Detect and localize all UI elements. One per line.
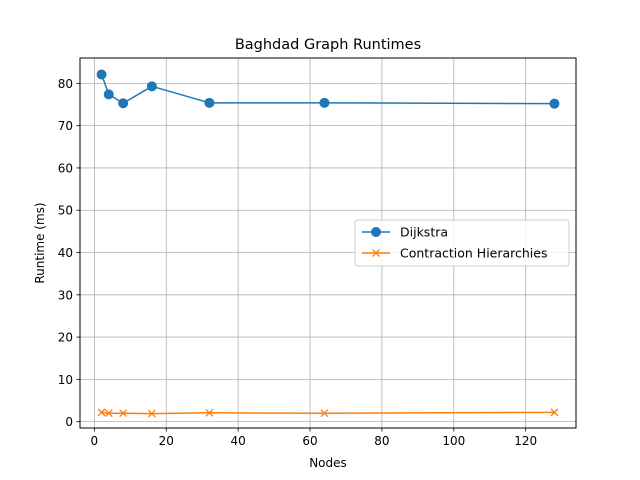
grid-lines bbox=[80, 58, 576, 428]
data-point-dijkstra bbox=[204, 97, 215, 108]
y-tick-label: 60 bbox=[58, 161, 73, 175]
legend-dijkstra-marker bbox=[371, 227, 381, 237]
plot-area-frame bbox=[79, 57, 577, 429]
legend-ch-label: Contraction Hierarchies bbox=[400, 246, 548, 261]
x-tick-label: 80 bbox=[374, 434, 389, 448]
y-tick-label: 30 bbox=[58, 288, 73, 302]
series-layer bbox=[96, 69, 560, 418]
data-point-dijkstra bbox=[319, 97, 330, 108]
y-tick-label: 0 bbox=[65, 415, 73, 429]
data-point-dijkstra bbox=[96, 69, 107, 80]
y-axis-label: Runtime (ms) bbox=[33, 202, 47, 283]
x-tick-label: 40 bbox=[231, 434, 246, 448]
data-point-ch bbox=[205, 408, 214, 417]
data-point-ch bbox=[147, 409, 156, 418]
legend-x-marker bbox=[372, 249, 380, 257]
x-tick-label: 20 bbox=[159, 434, 174, 448]
data-point-ch bbox=[320, 409, 329, 418]
x-tick-label: 60 bbox=[302, 434, 317, 448]
x-tick-label: 100 bbox=[442, 434, 465, 448]
y-tick-label: 80 bbox=[58, 77, 73, 91]
y-tick-label: 70 bbox=[58, 119, 73, 133]
data-point-dijkstra bbox=[118, 98, 129, 109]
data-point-ch bbox=[550, 408, 559, 417]
chart-title: Baghdad Graph Runtimes bbox=[235, 37, 421, 53]
y-tick-label: 10 bbox=[58, 373, 73, 387]
y-tick-label: 20 bbox=[58, 331, 73, 345]
legend-dijkstra-label: Dijkstra bbox=[400, 225, 448, 240]
legend-ch-marker bbox=[372, 249, 380, 257]
data-point-dijkstra bbox=[103, 89, 114, 100]
data-point-ch bbox=[97, 408, 106, 417]
x-axis-label: Nodes bbox=[309, 456, 347, 470]
y-tick-label: 50 bbox=[58, 204, 73, 218]
x-tick-label: 0 bbox=[91, 434, 99, 448]
axis-ticks: 0 20 40 60 80 100 120 0 10 20 30 40 50 60 70 80 bbox=[58, 77, 537, 448]
data-point-ch bbox=[104, 409, 113, 418]
data-point-ch bbox=[119, 409, 128, 418]
y-tick-label: 40 bbox=[58, 246, 73, 260]
x-tick-label: 120 bbox=[514, 434, 537, 448]
legend-box bbox=[354, 219, 570, 267]
data-point-dijkstra bbox=[146, 81, 157, 92]
legend: Dijkstra Contraction Hierarchies bbox=[354, 219, 570, 267]
data-point-dijkstra bbox=[549, 98, 560, 109]
